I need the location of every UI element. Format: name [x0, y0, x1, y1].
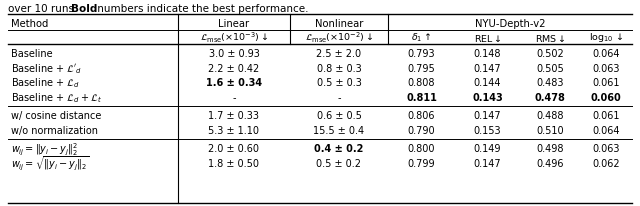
Text: 0.6 ± 0.5: 0.6 ± 0.5: [317, 111, 362, 121]
Text: 0.143: 0.143: [472, 92, 503, 102]
Text: $w_{ij} = \sqrt{\|y_i - y_j\|_2}$: $w_{ij} = \sqrt{\|y_i - y_j\|_2}$: [11, 154, 90, 172]
Text: 0.505: 0.505: [536, 64, 564, 74]
Text: 0.062: 0.062: [592, 158, 620, 168]
Text: Baseline + $\mathcal{L}_d$: Baseline + $\mathcal{L}_d$: [11, 76, 80, 90]
Text: 0.147: 0.147: [474, 111, 501, 121]
Text: w/ cosine distance: w/ cosine distance: [11, 111, 101, 121]
Text: w/o normalization: w/o normalization: [11, 125, 98, 135]
Text: 0.502: 0.502: [536, 49, 564, 59]
Text: $\log_{10}\downarrow$: $\log_{10}\downarrow$: [589, 31, 623, 44]
Text: 0.061: 0.061: [592, 78, 620, 88]
Text: numbers indicate the best performance.: numbers indicate the best performance.: [94, 4, 308, 14]
Text: 0.799: 0.799: [408, 158, 435, 168]
Text: 0.5 ± 0.2: 0.5 ± 0.2: [317, 158, 362, 168]
Text: 0.144: 0.144: [474, 78, 501, 88]
Text: 1.8 ± 0.50: 1.8 ± 0.50: [209, 158, 259, 168]
Text: RMS$\downarrow$: RMS$\downarrow$: [534, 32, 565, 43]
Text: 3.0 ± 0.93: 3.0 ± 0.93: [209, 49, 259, 59]
Text: Method: Method: [11, 19, 49, 29]
Text: over 10 runs.: over 10 runs.: [8, 4, 81, 14]
Text: Linear: Linear: [218, 19, 250, 29]
Text: 0.790: 0.790: [408, 125, 435, 135]
Text: $\delta_1\uparrow$: $\delta_1\uparrow$: [412, 32, 431, 44]
Text: $w_{ij} = \|y_i - y_j\|_2^2$: $w_{ij} = \|y_i - y_j\|_2^2$: [11, 140, 78, 157]
Text: 0.148: 0.148: [474, 49, 501, 59]
Text: Baseline + $\mathcal{L}'_d$: Baseline + $\mathcal{L}'_d$: [11, 62, 82, 75]
Text: 0.811: 0.811: [406, 92, 437, 102]
Text: 2.2 ± 0.42: 2.2 ± 0.42: [209, 64, 260, 74]
Text: 0.793: 0.793: [408, 49, 435, 59]
Text: 2.5 ± 2.0: 2.5 ± 2.0: [316, 49, 362, 59]
Text: 0.795: 0.795: [408, 64, 435, 74]
Text: 0.061: 0.061: [592, 111, 620, 121]
Text: 0.510: 0.510: [536, 125, 564, 135]
Text: 0.488: 0.488: [536, 111, 564, 121]
Text: -: -: [337, 92, 340, 102]
Text: 0.808: 0.808: [408, 78, 435, 88]
Text: 0.478: 0.478: [534, 92, 565, 102]
Text: 2.0 ± 0.60: 2.0 ± 0.60: [209, 144, 259, 154]
Text: 5.3 ± 1.10: 5.3 ± 1.10: [209, 125, 259, 135]
Text: 1.7 ± 0.33: 1.7 ± 0.33: [209, 111, 259, 121]
Text: 0.8 ± 0.3: 0.8 ± 0.3: [317, 64, 362, 74]
Text: Bold: Bold: [71, 4, 97, 14]
Text: 0.498: 0.498: [536, 144, 564, 154]
Text: 0.064: 0.064: [592, 125, 620, 135]
Text: 0.483: 0.483: [536, 78, 564, 88]
Text: Baseline + $\mathcal{L}_d + \mathcal{L}_t$: Baseline + $\mathcal{L}_d + \mathcal{L}_…: [11, 91, 102, 104]
Text: 0.800: 0.800: [408, 144, 435, 154]
Text: 1.6 ± 0.34: 1.6 ± 0.34: [206, 78, 262, 88]
Text: 0.064: 0.064: [592, 49, 620, 59]
Text: 0.5 ± 0.3: 0.5 ± 0.3: [317, 78, 362, 88]
Text: $\mathcal{L}_{\mathrm{mse}}(\times10^{-2})\downarrow$: $\mathcal{L}_{\mathrm{mse}}(\times10^{-2…: [305, 31, 373, 45]
Text: 0.063: 0.063: [592, 64, 620, 74]
Text: 0.806: 0.806: [408, 111, 435, 121]
Text: -: -: [232, 92, 236, 102]
Text: REL$\downarrow$: REL$\downarrow$: [474, 32, 501, 43]
Text: 0.063: 0.063: [592, 144, 620, 154]
Text: 0.4 ± 0.2: 0.4 ± 0.2: [314, 144, 364, 154]
Text: 0.147: 0.147: [474, 64, 501, 74]
Text: 0.153: 0.153: [474, 125, 501, 135]
Text: Baseline: Baseline: [11, 49, 52, 59]
Text: NYU-Depth-v2: NYU-Depth-v2: [475, 19, 545, 29]
Text: Nonlinear: Nonlinear: [315, 19, 363, 29]
Text: 15.5 ± 0.4: 15.5 ± 0.4: [314, 125, 365, 135]
Text: 0.496: 0.496: [536, 158, 564, 168]
Text: 0.060: 0.060: [591, 92, 621, 102]
Text: 0.149: 0.149: [474, 144, 501, 154]
Text: $\mathcal{L}_{\mathrm{mse}}(\times10^{-3})\downarrow$: $\mathcal{L}_{\mathrm{mse}}(\times10^{-3…: [200, 31, 268, 45]
Text: 0.147: 0.147: [474, 158, 501, 168]
